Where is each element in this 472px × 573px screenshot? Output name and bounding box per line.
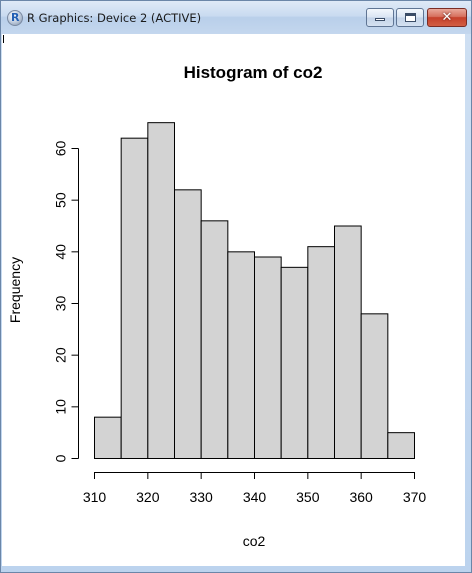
- maximize-icon: [405, 13, 416, 22]
- plot-area: Histogram of co2 co2 Frequency 310 320 330…: [2, 34, 465, 566]
- y-tick-label-6: 60: [53, 141, 69, 157]
- histogram-bar-7: [280, 266, 309, 459]
- y-axis-label: Frequency: [7, 257, 23, 323]
- x-tick-label-2: 330: [189, 489, 213, 505]
- histogram-bar-6: [254, 256, 282, 459]
- window-title: R Graphics: Device 2 (ACTIVE): [27, 11, 202, 25]
- text-cursor: [3, 35, 4, 43]
- histogram-bar-9: [334, 225, 362, 459]
- y-tick-label-1: 10: [53, 399, 69, 415]
- x-tick-label-5: 360: [349, 489, 373, 505]
- histogram-bar-11: [387, 432, 416, 459]
- x-tick-label-6: 370: [403, 489, 427, 505]
- chart-title: Histogram of co2: [184, 63, 323, 82]
- x-axis: 310 320 330 340 350 360 370: [83, 472, 427, 505]
- histogram-chart: Histogram of co2 co2 Frequency 310 320 330…: [7, 63, 427, 549]
- y-tick-label-4: 40: [53, 244, 69, 260]
- histogram-bar-1: [120, 137, 149, 460]
- histogram-bar-2: [147, 122, 175, 460]
- y-axis: 0 10 20 30 40 50 60: [53, 141, 79, 462]
- app-icon-letter: R: [11, 11, 20, 24]
- y-tick-label-0: 0: [53, 454, 69, 462]
- histogram-bar-3: [174, 189, 202, 459]
- minimize-icon: [375, 18, 385, 21]
- histogram-bar-10: [360, 313, 389, 460]
- close-button[interactable]: ✕: [427, 8, 467, 27]
- minimize-button[interactable]: [366, 8, 394, 27]
- x-tick-label-3: 340: [243, 489, 267, 505]
- histogram-bar-4: [200, 220, 229, 459]
- histogram-bar-8: [307, 246, 336, 459]
- histogram-bars: [94, 122, 416, 460]
- close-icon: ✕: [441, 10, 453, 25]
- y-tick-label-2: 20: [53, 347, 69, 363]
- maximize-button[interactable]: [396, 8, 424, 27]
- histogram-bar-5: [227, 251, 255, 459]
- x-tick-label-0: 310: [83, 489, 107, 505]
- x-axis-label: co2: [243, 533, 266, 549]
- y-tick-label-5: 50: [53, 192, 69, 208]
- title-bar[interactable]: R R Graphics: Device 2 (ACTIVE) ✕: [1, 1, 471, 34]
- y-tick-label-3: 30: [53, 296, 69, 312]
- x-tick-label-4: 350: [296, 489, 320, 505]
- x-tick-label-1: 320: [136, 489, 160, 505]
- r-logo-icon[interactable]: R: [7, 10, 23, 26]
- histogram-bar-0: [94, 416, 122, 459]
